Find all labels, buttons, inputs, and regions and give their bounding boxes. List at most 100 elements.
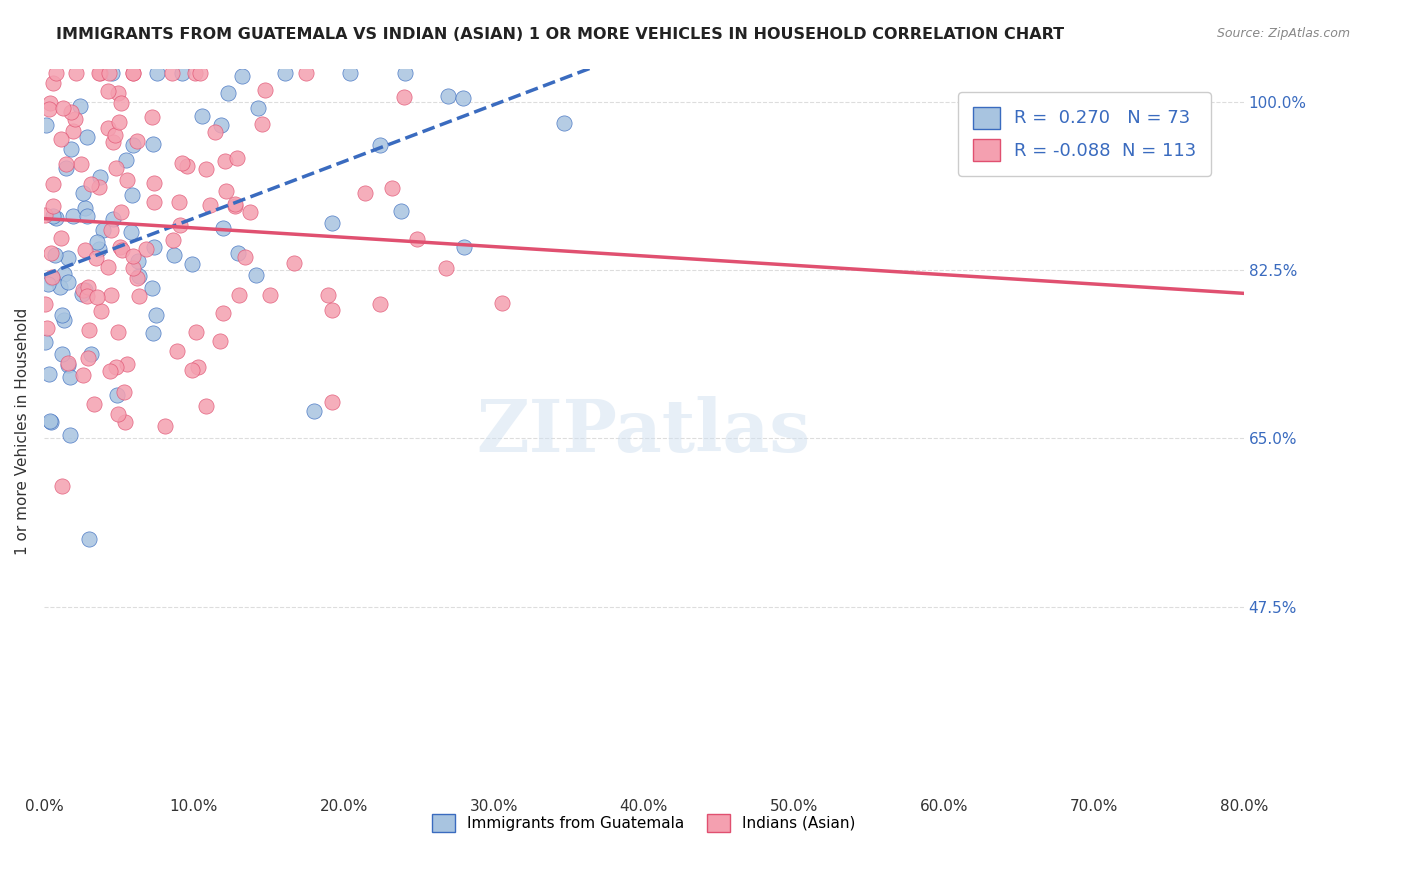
- Point: [60, 104, 83, 119]
- Point: [127, 134, 149, 148]
- Point: [107, 407, 129, 421]
- Point: [553, 115, 575, 129]
- Point: [42, 209, 65, 223]
- Point: [34, 208, 56, 222]
- Point: [212, 221, 235, 235]
- Point: [491, 296, 513, 310]
- Point: [52, 101, 75, 115]
- Point: [55, 161, 77, 175]
- Point: [59, 370, 82, 384]
- Point: [97, 120, 120, 135]
- Point: [217, 86, 239, 100]
- Point: [141, 281, 163, 295]
- Point: [110, 204, 132, 219]
- Point: [35, 118, 58, 132]
- Point: [41, 199, 63, 213]
- Text: ZIPatlas: ZIPatlas: [477, 396, 811, 467]
- Point: [103, 211, 125, 226]
- Point: [120, 225, 142, 239]
- Point: [58, 275, 80, 289]
- Point: [87, 179, 110, 194]
- Point: [84, 251, 107, 265]
- Point: [76, 130, 98, 145]
- Point: [115, 173, 138, 187]
- Point: [76, 210, 98, 224]
- Point: [76, 289, 98, 303]
- Point: [44, 248, 66, 262]
- Point: [392, 90, 415, 104]
- Point: [89, 66, 111, 80]
- Point: [51, 479, 73, 493]
- Point: [316, 288, 339, 302]
- Point: [80, 177, 103, 191]
- Point: [247, 101, 270, 115]
- Point: [56, 356, 79, 370]
- Point: [406, 232, 429, 246]
- Point: [38, 367, 60, 381]
- Point: [44, 66, 66, 80]
- Point: [127, 253, 149, 268]
- Point: [224, 199, 246, 213]
- Point: [233, 250, 256, 264]
- Point: [142, 137, 165, 152]
- Point: [97, 260, 120, 275]
- Point: [187, 359, 209, 374]
- Point: [231, 70, 253, 84]
- Point: [100, 287, 122, 301]
- Point: [107, 115, 129, 129]
- Point: [98, 364, 121, 378]
- Point: [39, 96, 62, 111]
- Point: [87, 242, 110, 256]
- Point: [51, 347, 73, 361]
- Point: [170, 156, 193, 170]
- Point: [204, 125, 226, 139]
- Point: [180, 256, 202, 270]
- Point: [437, 89, 460, 103]
- Point: [105, 388, 128, 402]
- Point: [58, 252, 80, 266]
- Point: [105, 161, 128, 175]
- Point: [86, 235, 108, 249]
- Point: [209, 118, 232, 132]
- Point: [91, 222, 114, 236]
- Point: [41, 269, 63, 284]
- Point: [107, 86, 129, 100]
- Point: [122, 137, 145, 152]
- Point: [69, 98, 91, 112]
- Point: [77, 351, 100, 366]
- Point: [295, 66, 318, 80]
- Point: [100, 66, 122, 80]
- Point: [121, 260, 143, 275]
- Point: [70, 287, 93, 301]
- Point: [453, 240, 475, 254]
- Point: [389, 204, 412, 219]
- Point: [38, 414, 60, 428]
- Point: [370, 138, 392, 153]
- Point: [121, 249, 143, 263]
- Point: [39, 246, 62, 260]
- Point: [62, 209, 84, 223]
- Point: [65, 112, 87, 127]
- Point: [188, 66, 211, 80]
- Point: [239, 204, 262, 219]
- Point: [434, 261, 457, 276]
- Point: [107, 325, 129, 339]
- Point: [117, 357, 139, 371]
- Point: [49, 132, 72, 146]
- Point: [302, 404, 325, 418]
- Point: [253, 83, 276, 97]
- Point: [45, 211, 67, 226]
- Point: [75, 201, 97, 215]
- Point: [51, 308, 73, 322]
- Point: [111, 243, 134, 257]
- Point: [121, 66, 143, 80]
- Point: [89, 169, 111, 184]
- Point: [77, 323, 100, 337]
- Point: [162, 234, 184, 248]
- Point: [65, 66, 87, 80]
- Point: [97, 84, 120, 98]
- Point: [122, 66, 145, 80]
- Point: [211, 306, 233, 320]
- Point: [100, 222, 122, 236]
- Point: [105, 359, 128, 374]
